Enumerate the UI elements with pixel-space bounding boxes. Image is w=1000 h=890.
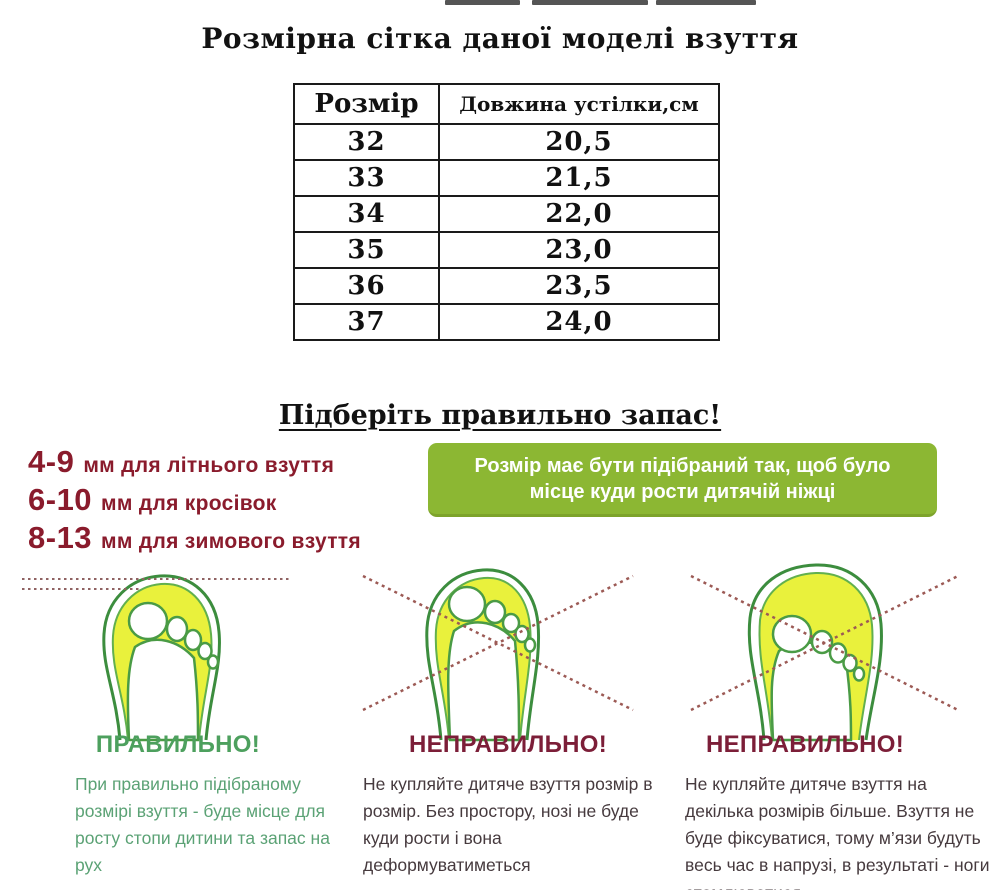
- foot-too-big-icon: [690, 563, 959, 742]
- insole-length-value: 23,0: [438, 231, 720, 269]
- size-value: 34: [293, 195, 440, 233]
- cropped-text-artifact: [0, 0, 1000, 6]
- fit-section-heading: Підберіть правильно запас!: [278, 400, 722, 431]
- size-value: 33: [293, 159, 440, 197]
- table-row: 35 23,0: [293, 231, 720, 269]
- table-header-row: Розмір Довжина устілки,см: [293, 83, 720, 125]
- allowance-winter: 8-13 мм для зимового взуття: [28, 520, 361, 558]
- insole-length-value: 21,5: [438, 159, 720, 197]
- allowance-label: мм для літнього взуття: [83, 454, 335, 477]
- verdict-too-tight-description: Не купляйте дитяче взуття розмір в розмі…: [363, 774, 653, 876]
- insole-length-value: 24,0: [438, 303, 720, 341]
- verdict-too-big-description: Не купляйте дитяче взуття на декілька ро…: [685, 774, 990, 890]
- size-value: 35: [293, 231, 440, 269]
- foot-too-tight-illustration: [333, 562, 666, 742]
- allowance-label: мм для кросівок: [101, 492, 277, 515]
- allowance-label: мм для зимового взуття: [101, 530, 361, 553]
- foot-too-big-illustration: [666, 562, 1000, 742]
- table-row: 32 20,5: [293, 123, 720, 161]
- verdict-too-tight-label: НЕПРАВИЛЬНО!: [408, 731, 608, 758]
- table-row: 33 21,5: [293, 159, 720, 197]
- verdict-too-big-label: НЕПРАВИЛЬНО!: [705, 731, 905, 758]
- verdict-correct-description: При правильно підібраному розмірі взуття…: [75, 774, 330, 876]
- table-row: 36 23,5: [293, 267, 720, 305]
- verdict-correct-label: ПРАВИЛЬНО!: [95, 731, 261, 758]
- verdict-too-big-column: НЕПРАВИЛЬНО! Не купляйте дитяче взуття н…: [660, 731, 1000, 890]
- allowance-range: 8-13: [28, 520, 93, 555]
- page-title: Розмірна сітка даної моделі взуття: [201, 22, 799, 55]
- allowance-range: 4-9: [28, 444, 75, 479]
- allowance-list: 4-9 мм для літнього взуття 6-10 мм для кро…: [28, 444, 361, 558]
- size-column-header: Розмір: [293, 83, 440, 125]
- foot-correct-fit-icon: [22, 574, 290, 742]
- foot-correct-fit-illustration: [0, 562, 333, 742]
- verdict-correct-column: ПРАВИЛЬНО! При правильно підібраному роз…: [0, 731, 356, 880]
- size-value: 32: [293, 123, 440, 161]
- foot-illustrations: [0, 562, 1000, 742]
- size-value: 36: [293, 267, 440, 305]
- insole-length-value: 22,0: [438, 195, 720, 233]
- verdict-too-tight-column: НЕПРАВИЛЬНО! Не купляйте дитяче взуття р…: [356, 731, 660, 880]
- fit-note-text: Розмір має бути підібраний так, щоб було…: [474, 454, 891, 503]
- insole-length-value: 23,5: [438, 267, 720, 305]
- size-value: 37: [293, 303, 440, 341]
- allowance-range: 6-10: [28, 482, 93, 517]
- table-row: 37 24,0: [293, 303, 720, 341]
- allowance-sneakers: 6-10 мм для кросівок: [28, 482, 361, 520]
- allowance-summer: 4-9 мм для літнього взуття: [28, 444, 361, 482]
- insole-length-value: 20,5: [438, 123, 720, 161]
- insole-length-column-header: Довжина устілки,см: [438, 83, 720, 125]
- size-table: Розмір Довжина устілки,см 32 20,5 33 21,…: [293, 83, 720, 341]
- table-row: 34 22,0: [293, 195, 720, 233]
- fit-note-box: Розмір має бути підібраний так, щоб було…: [428, 443, 937, 517]
- foot-too-tight-icon: [362, 568, 634, 742]
